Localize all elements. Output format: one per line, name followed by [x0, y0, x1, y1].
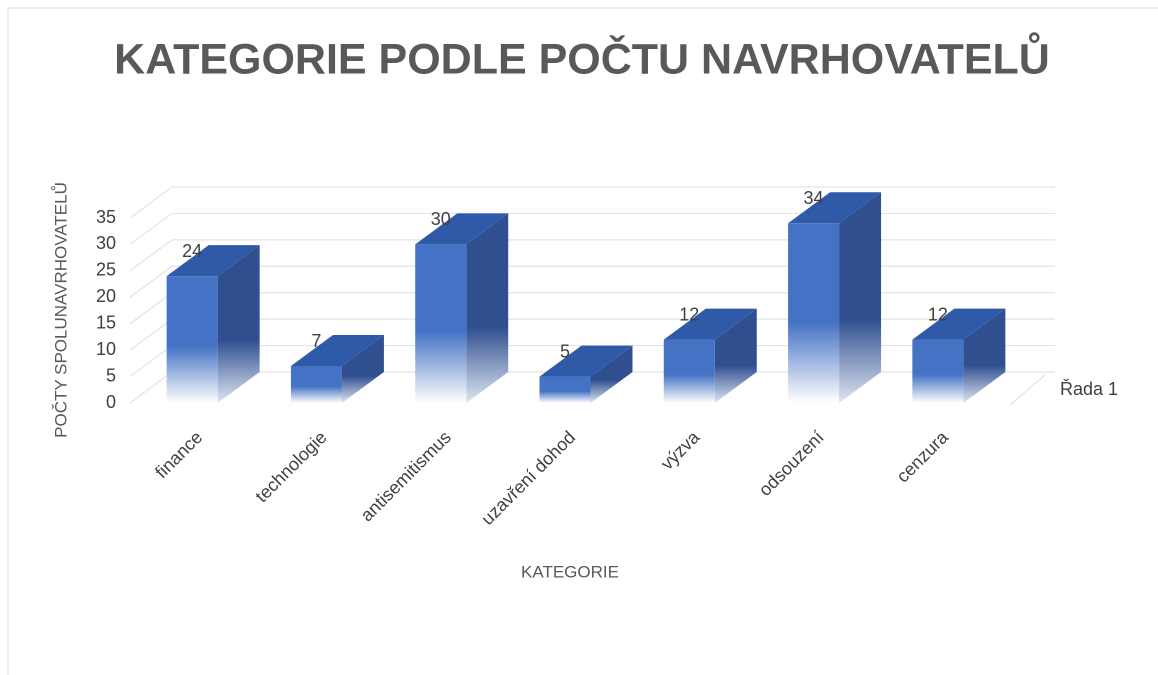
bar-top	[912, 308, 1006, 340]
grid-line	[129, 265, 173, 298]
y-tick-label: 35	[96, 207, 116, 227]
grid-line	[129, 212, 173, 245]
bar-side	[590, 345, 633, 403]
bar	[166, 276, 218, 403]
bar-top	[415, 213, 509, 245]
depth-axis	[1009, 374, 1046, 406]
bar-side	[963, 308, 1006, 403]
x-tick-label: cenzura	[893, 426, 953, 486]
data-label: 12	[679, 304, 699, 324]
x-tick-label: odsouzení	[755, 427, 828, 500]
x-tick-label: výzva	[657, 426, 704, 473]
chart-frame	[7, 7, 1158, 675]
bar	[415, 244, 467, 403]
y-tick-label: 0	[106, 392, 116, 412]
bar	[663, 339, 715, 403]
bar	[912, 339, 964, 403]
y-tick-label: 25	[96, 260, 116, 280]
x-tick-label: finance	[151, 427, 206, 482]
chart-title: KATEGORIE PODLE POČTU NAVRHOVATELŮ	[114, 31, 1050, 83]
data-label: 12	[928, 304, 948, 324]
x-tick-label: antisemitismus	[357, 427, 455, 525]
bar-side	[341, 335, 384, 403]
data-label: 24	[182, 241, 202, 261]
bar	[539, 376, 591, 403]
x-tick-label: technologie	[251, 427, 330, 506]
y-tick-label: 30	[96, 233, 116, 253]
grid-line	[129, 292, 173, 325]
y-tick-label: 5	[106, 365, 116, 385]
bar-top	[663, 308, 757, 340]
grid-line	[129, 239, 173, 272]
bar-side	[466, 213, 509, 403]
y-axis-title: POČTY SPOLUNAVRHOVATELŮ	[51, 182, 70, 438]
x-tick-label: uzavření dohod	[477, 427, 579, 529]
data-label: 30	[431, 209, 451, 229]
bar	[290, 366, 342, 403]
data-label: 34	[804, 188, 824, 208]
bar-top	[166, 245, 260, 277]
y-tick-label: 15	[96, 312, 116, 332]
bar	[788, 223, 840, 403]
bar-top	[539, 345, 633, 377]
bar-top	[290, 335, 384, 366]
bar-top	[788, 192, 882, 224]
grid-line	[129, 318, 173, 351]
bar-side	[714, 308, 757, 403]
data-label: 7	[311, 331, 321, 351]
grid-line	[129, 371, 173, 404]
bar-side	[839, 192, 882, 403]
x-axis-title: KATEGORIE	[521, 562, 619, 581]
series-label: Řada 1	[1060, 379, 1118, 399]
y-tick-label: 10	[96, 339, 116, 359]
data-label: 5	[560, 341, 570, 361]
grid-line	[129, 186, 173, 219]
y-tick-label: 20	[96, 286, 116, 306]
bar-side	[217, 245, 260, 403]
grid-line	[129, 345, 173, 378]
